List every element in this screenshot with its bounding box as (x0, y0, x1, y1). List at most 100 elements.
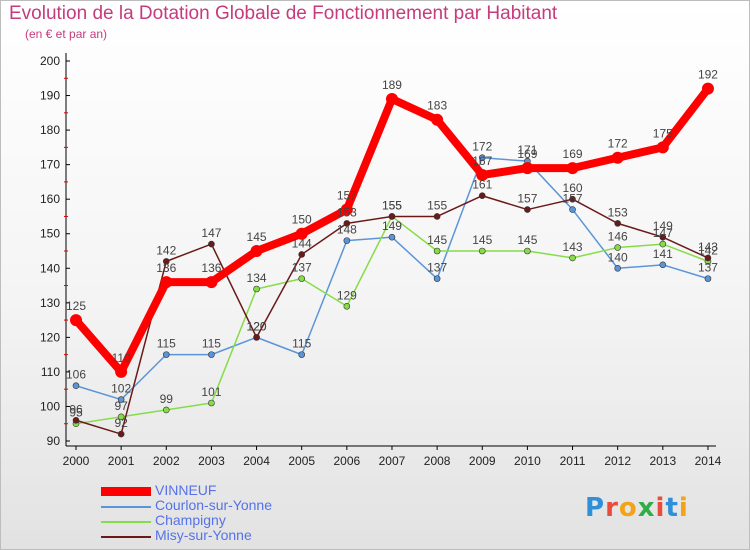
legend-label: Courlon-sur-Yonne (155, 497, 272, 513)
data-label-courlon-sur-yonne: 106 (66, 368, 86, 382)
data-label-misy-sur-yonne: 96 (69, 402, 83, 416)
data-label-courlon-sur-yonne: 137 (698, 261, 718, 275)
data-label-courlon-sur-yonne: 102 (111, 382, 131, 396)
data-label-vinneuf: 172 (608, 137, 628, 151)
data-label-champigny: 155 (382, 198, 402, 212)
data-label-misy-sur-yonne: 143 (698, 240, 718, 254)
proxiti-logo: Proxiti (585, 493, 689, 523)
data-point-champigny (117, 413, 125, 421)
data-point-champigny (343, 302, 351, 310)
data-label-misy-sur-yonne: 160 (563, 181, 583, 195)
data-label-courlon-sur-yonne: 115 (202, 337, 221, 351)
data-label-misy-sur-yonne: 155 (427, 198, 447, 212)
data-label-vinneuf: 192 (698, 68, 718, 82)
data-label-champigny: 143 (563, 240, 583, 254)
data-point-misy-sur-yonne (343, 220, 351, 227)
data-label-champigny: 145 (427, 233, 447, 247)
data-label-vinneuf: 125 (66, 299, 86, 313)
data-label-vinneuf: 145 (247, 230, 267, 244)
data-label-courlon-sur-yonne: 157 (563, 192, 583, 206)
data-label-misy-sur-yonne: 92 (114, 416, 128, 430)
data-label-misy-sur-yonne: 120 (247, 319, 267, 333)
data-label-misy-sur-yonne: 161 (472, 178, 492, 192)
data-point-misy-sur-yonne (704, 254, 712, 262)
data-point-misy-sur-yonne (478, 192, 486, 200)
data-label-vinneuf: 110 (112, 351, 131, 365)
data-label-misy-sur-yonne: 144 (292, 236, 312, 250)
data-point-courlon-sur-yonne (298, 351, 306, 358)
y-tick-label: 160 (40, 192, 60, 206)
data-point-misy-sur-yonne (72, 416, 80, 424)
x-tick-label: 2009 (469, 454, 496, 468)
y-tick-label: 170 (40, 158, 60, 172)
data-point-misy-sur-yonne (614, 220, 621, 227)
data-point-misy-sur-yonne (162, 258, 170, 265)
x-tick-label: 2001 (108, 454, 135, 468)
data-label-misy-sur-yonne: 147 (201, 226, 221, 240)
data-point-vinneuf (250, 245, 263, 257)
data-point-misy-sur-yonne (388, 213, 396, 220)
data-label-misy-sur-yonne: 157 (517, 192, 537, 206)
data-point-champigny (433, 247, 441, 255)
data-label-courlon-sur-yonne: 148 (337, 223, 357, 237)
data-point-champigny (614, 244, 621, 251)
data-label-champigny: 95 (69, 406, 83, 420)
data-point-vinneuf (521, 162, 534, 175)
y-tick-label: 140 (40, 261, 60, 275)
data-point-champigny (253, 285, 260, 293)
data-point-champigny (162, 406, 170, 414)
data-point-courlon-sur-yonne (659, 261, 667, 269)
data-point-vinneuf (205, 276, 218, 289)
data-label-champigny: 145 (472, 233, 492, 247)
data-point-misy-sur-yonne (659, 233, 667, 241)
data-label-misy-sur-yonne: 149 (653, 219, 673, 233)
data-point-vinneuf (295, 227, 308, 240)
y-tick-label: 180 (40, 123, 60, 137)
legend-label: Misy-sur-Yonne (155, 527, 252, 543)
data-label-vinneuf: 157 (337, 189, 357, 203)
data-label-misy-sur-yonne: 153 (337, 205, 357, 219)
data-point-courlon-sur-yonne (433, 275, 441, 282)
x-tick-label: 2008 (424, 454, 451, 468)
data-label-courlon-sur-yonne: 137 (427, 261, 447, 275)
y-tick-label: 190 (40, 89, 60, 103)
data-point-misy-sur-yonne (117, 430, 125, 438)
data-point-vinneuf (385, 93, 398, 105)
y-tick-label: 120 (40, 330, 60, 344)
data-label-courlon-sur-yonne: 115 (157, 337, 176, 351)
data-point-courlon-sur-yonne (72, 382, 80, 390)
data-label-courlon-sur-yonne: 115 (292, 337, 311, 351)
data-point-vinneuf (70, 314, 82, 327)
data-point-champigny (524, 247, 531, 255)
x-tick-label: 2000 (63, 454, 90, 468)
data-label-courlon-sur-yonne: 140 (608, 250, 628, 264)
legend-label: Champigny (155, 512, 226, 528)
data-point-courlon-sur-yonne (388, 233, 396, 241)
data-point-misy-sur-yonne (569, 195, 576, 203)
data-label-vinneuf: 136 (156, 261, 176, 275)
data-label-vinneuf: 136 (201, 261, 221, 275)
data-point-vinneuf (611, 151, 624, 164)
data-point-misy-sur-yonne (208, 240, 215, 248)
chart-title: Evolution de la Dotation Globale de Fonc… (9, 3, 558, 24)
data-point-courlon-sur-yonne (478, 154, 486, 162)
legend-swatch (101, 521, 151, 523)
data-point-courlon-sur-yonne (117, 396, 125, 403)
data-label-courlon-sur-yonne: 141 (653, 247, 673, 261)
x-tick-label: 2007 (379, 454, 406, 468)
line-chart: 90 100 110 120 130 140 150 160 170 180 190 200 2000 2… (40, 53, 722, 468)
legend-label: VINNEUF (155, 482, 217, 498)
data-point-vinneuf (160, 276, 173, 289)
data-label-misy-sur-yonne: 153 (608, 205, 628, 219)
data-label-vinneuf: 189 (382, 78, 402, 92)
data-label-champigny: 99 (160, 392, 174, 406)
x-tick-label: 2005 (288, 454, 315, 468)
data-label-champigny: 142 (698, 243, 718, 257)
data-point-misy-sur-yonne (433, 213, 441, 220)
x-tick-label: 2003 (198, 454, 225, 468)
data-label-courlon-sur-yonne: 120 (247, 319, 267, 333)
data-label-champigny: 129 (337, 288, 357, 302)
y-tick-label: 90 (47, 434, 61, 448)
x-tick-label: 2006 (333, 454, 360, 468)
x-tick-label: 2002 (153, 454, 180, 468)
